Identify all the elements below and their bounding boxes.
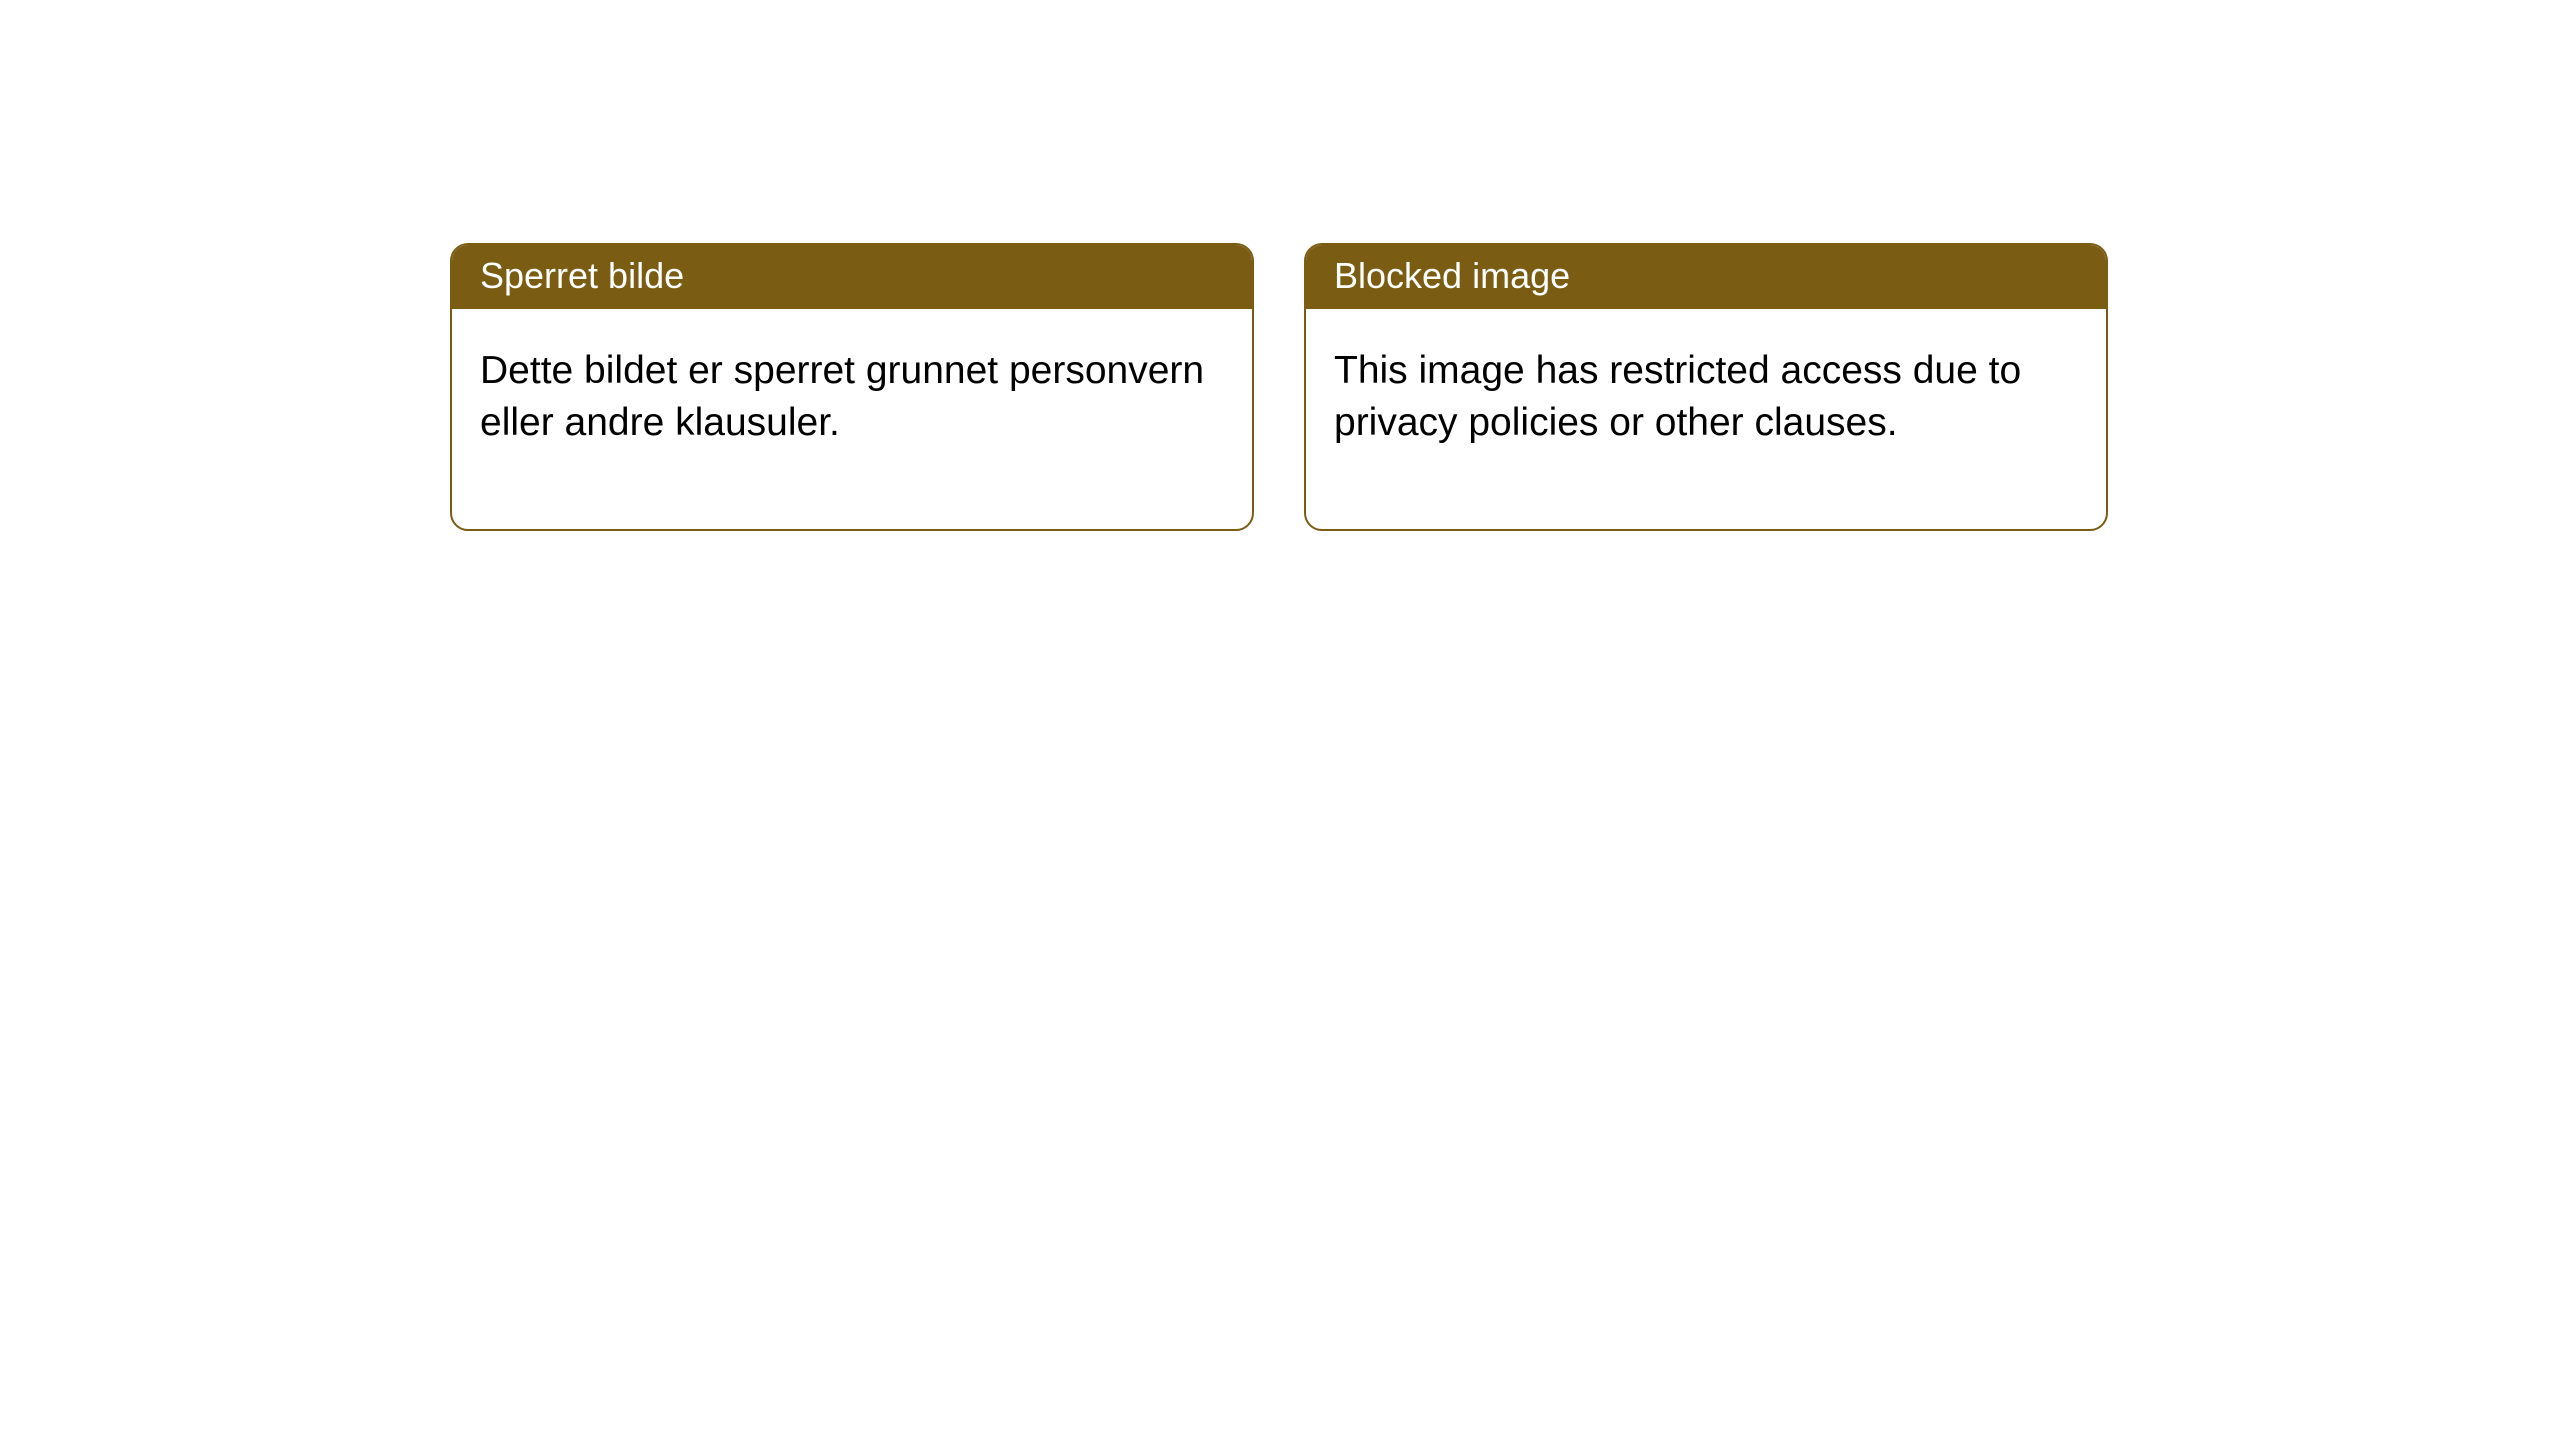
notice-header: Sperret bilde bbox=[452, 245, 1252, 309]
notice-card-english: Blocked image This image has restricted … bbox=[1304, 243, 2108, 531]
notice-body: This image has restricted access due to … bbox=[1306, 309, 2106, 529]
notice-card-norwegian: Sperret bilde Dette bildet er sperret gr… bbox=[450, 243, 1254, 531]
notice-header: Blocked image bbox=[1306, 245, 2106, 309]
notice-container: Sperret bilde Dette bildet er sperret gr… bbox=[0, 0, 2560, 531]
notice-body: Dette bildet er sperret grunnet personve… bbox=[452, 309, 1252, 529]
